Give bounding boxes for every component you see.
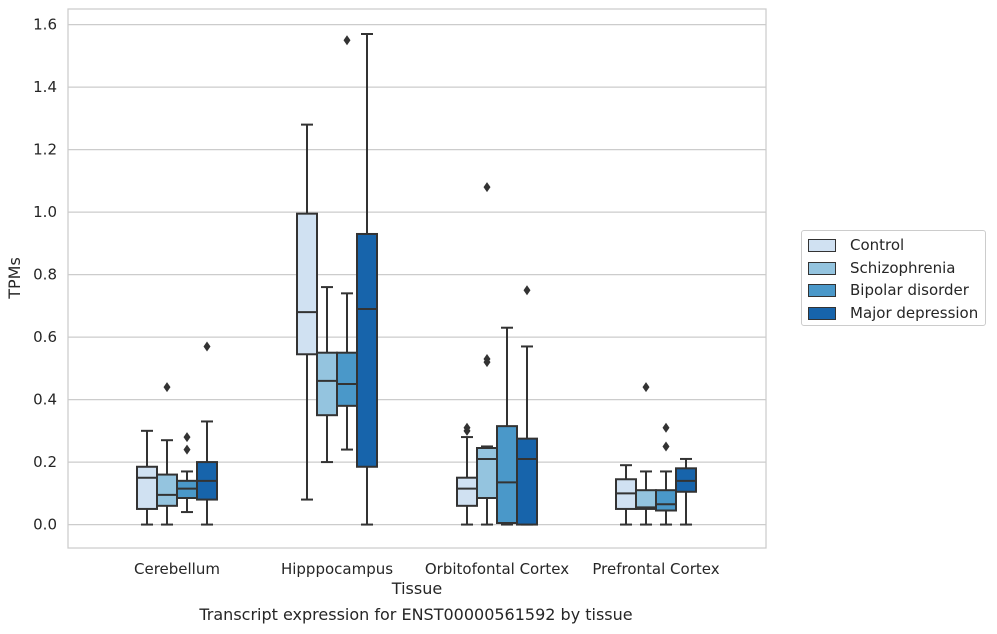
legend-label-control: Control bbox=[850, 236, 905, 254]
outlier-point bbox=[662, 422, 670, 433]
grid-lines bbox=[68, 23, 766, 526]
y-tick-label: 0.8 bbox=[33, 266, 57, 284]
y-tick-label: 0.0 bbox=[33, 516, 57, 534]
series-major-depression bbox=[196, 32, 697, 526]
box bbox=[476, 447, 498, 500]
legend-item-control: Control bbox=[808, 235, 904, 255]
box bbox=[296, 212, 318, 356]
x-tick-label: Cerebellum bbox=[134, 560, 220, 578]
box bbox=[316, 351, 338, 417]
outlier-point bbox=[203, 341, 211, 352]
y-axis-label: TPMs bbox=[5, 257, 24, 300]
box bbox=[635, 489, 657, 510]
x-tick-label: Orbitofontal Cortex bbox=[425, 560, 569, 578]
series-schizophrenia bbox=[156, 182, 657, 526]
y-tick-label: 1.6 bbox=[33, 16, 57, 34]
x-tick-labels: Cerebellum Hipppocampus Orbitofontal Corte… bbox=[134, 560, 720, 578]
legend-swatch-schizophrenia bbox=[808, 261, 836, 275]
outlier-point bbox=[483, 182, 491, 193]
legend-item-bipolar-disorder: Bipolar disorder bbox=[808, 280, 969, 300]
series-control bbox=[136, 123, 637, 526]
box bbox=[356, 232, 378, 468]
y-tick-label: 1.0 bbox=[33, 203, 57, 221]
legend-swatch-major-depression bbox=[808, 306, 836, 320]
y-tick-label: 1.4 bbox=[33, 78, 57, 96]
legend-swatch-control bbox=[808, 238, 836, 252]
outlier-point bbox=[463, 422, 471, 433]
legend-item-schizophrenia: Schizophrenia bbox=[808, 258, 955, 278]
box bbox=[336, 351, 358, 407]
legend-label-bipolar-disorder: Bipolar disorder bbox=[850, 281, 969, 299]
box bbox=[655, 489, 677, 512]
outlier-point bbox=[183, 432, 191, 443]
y-tick-label: 0.6 bbox=[33, 328, 57, 346]
plot-frame bbox=[67, 8, 767, 549]
box bbox=[136, 465, 158, 510]
legend-swatch-bipolar-disorder bbox=[808, 283, 836, 297]
box bbox=[156, 473, 178, 507]
y-tick-label: 1.2 bbox=[33, 141, 57, 159]
box bbox=[516, 437, 538, 526]
outlier-point bbox=[163, 382, 171, 393]
y-tick-label: 0.4 bbox=[33, 391, 57, 409]
x-axis-label: Tissue bbox=[391, 579, 442, 598]
legend: Control Schizophrenia Bipolar disorder M… bbox=[801, 230, 986, 326]
outlier-point bbox=[523, 285, 531, 296]
box bbox=[456, 476, 478, 507]
box bbox=[496, 425, 518, 525]
outlier-point bbox=[662, 441, 670, 452]
legend-label-schizophrenia: Schizophrenia bbox=[850, 259, 956, 277]
x-tick-label: Prefrontal Cortex bbox=[592, 560, 719, 578]
chart-caption: Transcript expression for ENST0000056159… bbox=[199, 605, 633, 624]
x-tick-label: Hipppocampus bbox=[281, 560, 393, 578]
legend-item-major-depression: Major depression bbox=[808, 303, 978, 323]
y-tick-label: 0.2 bbox=[33, 453, 57, 471]
outlier-point bbox=[642, 382, 650, 393]
outlier-point bbox=[183, 444, 191, 455]
outlier-point bbox=[483, 353, 491, 364]
legend-label-major-depression: Major depression bbox=[850, 304, 979, 322]
outlier-point bbox=[343, 35, 351, 46]
y-tick-labels: 0.0 0.2 0.4 0.6 0.8 1.0 1.2 1.4 1.6 bbox=[33, 16, 57, 534]
box-plot-series bbox=[136, 32, 697, 526]
series-bipolar-disorder bbox=[176, 35, 677, 526]
